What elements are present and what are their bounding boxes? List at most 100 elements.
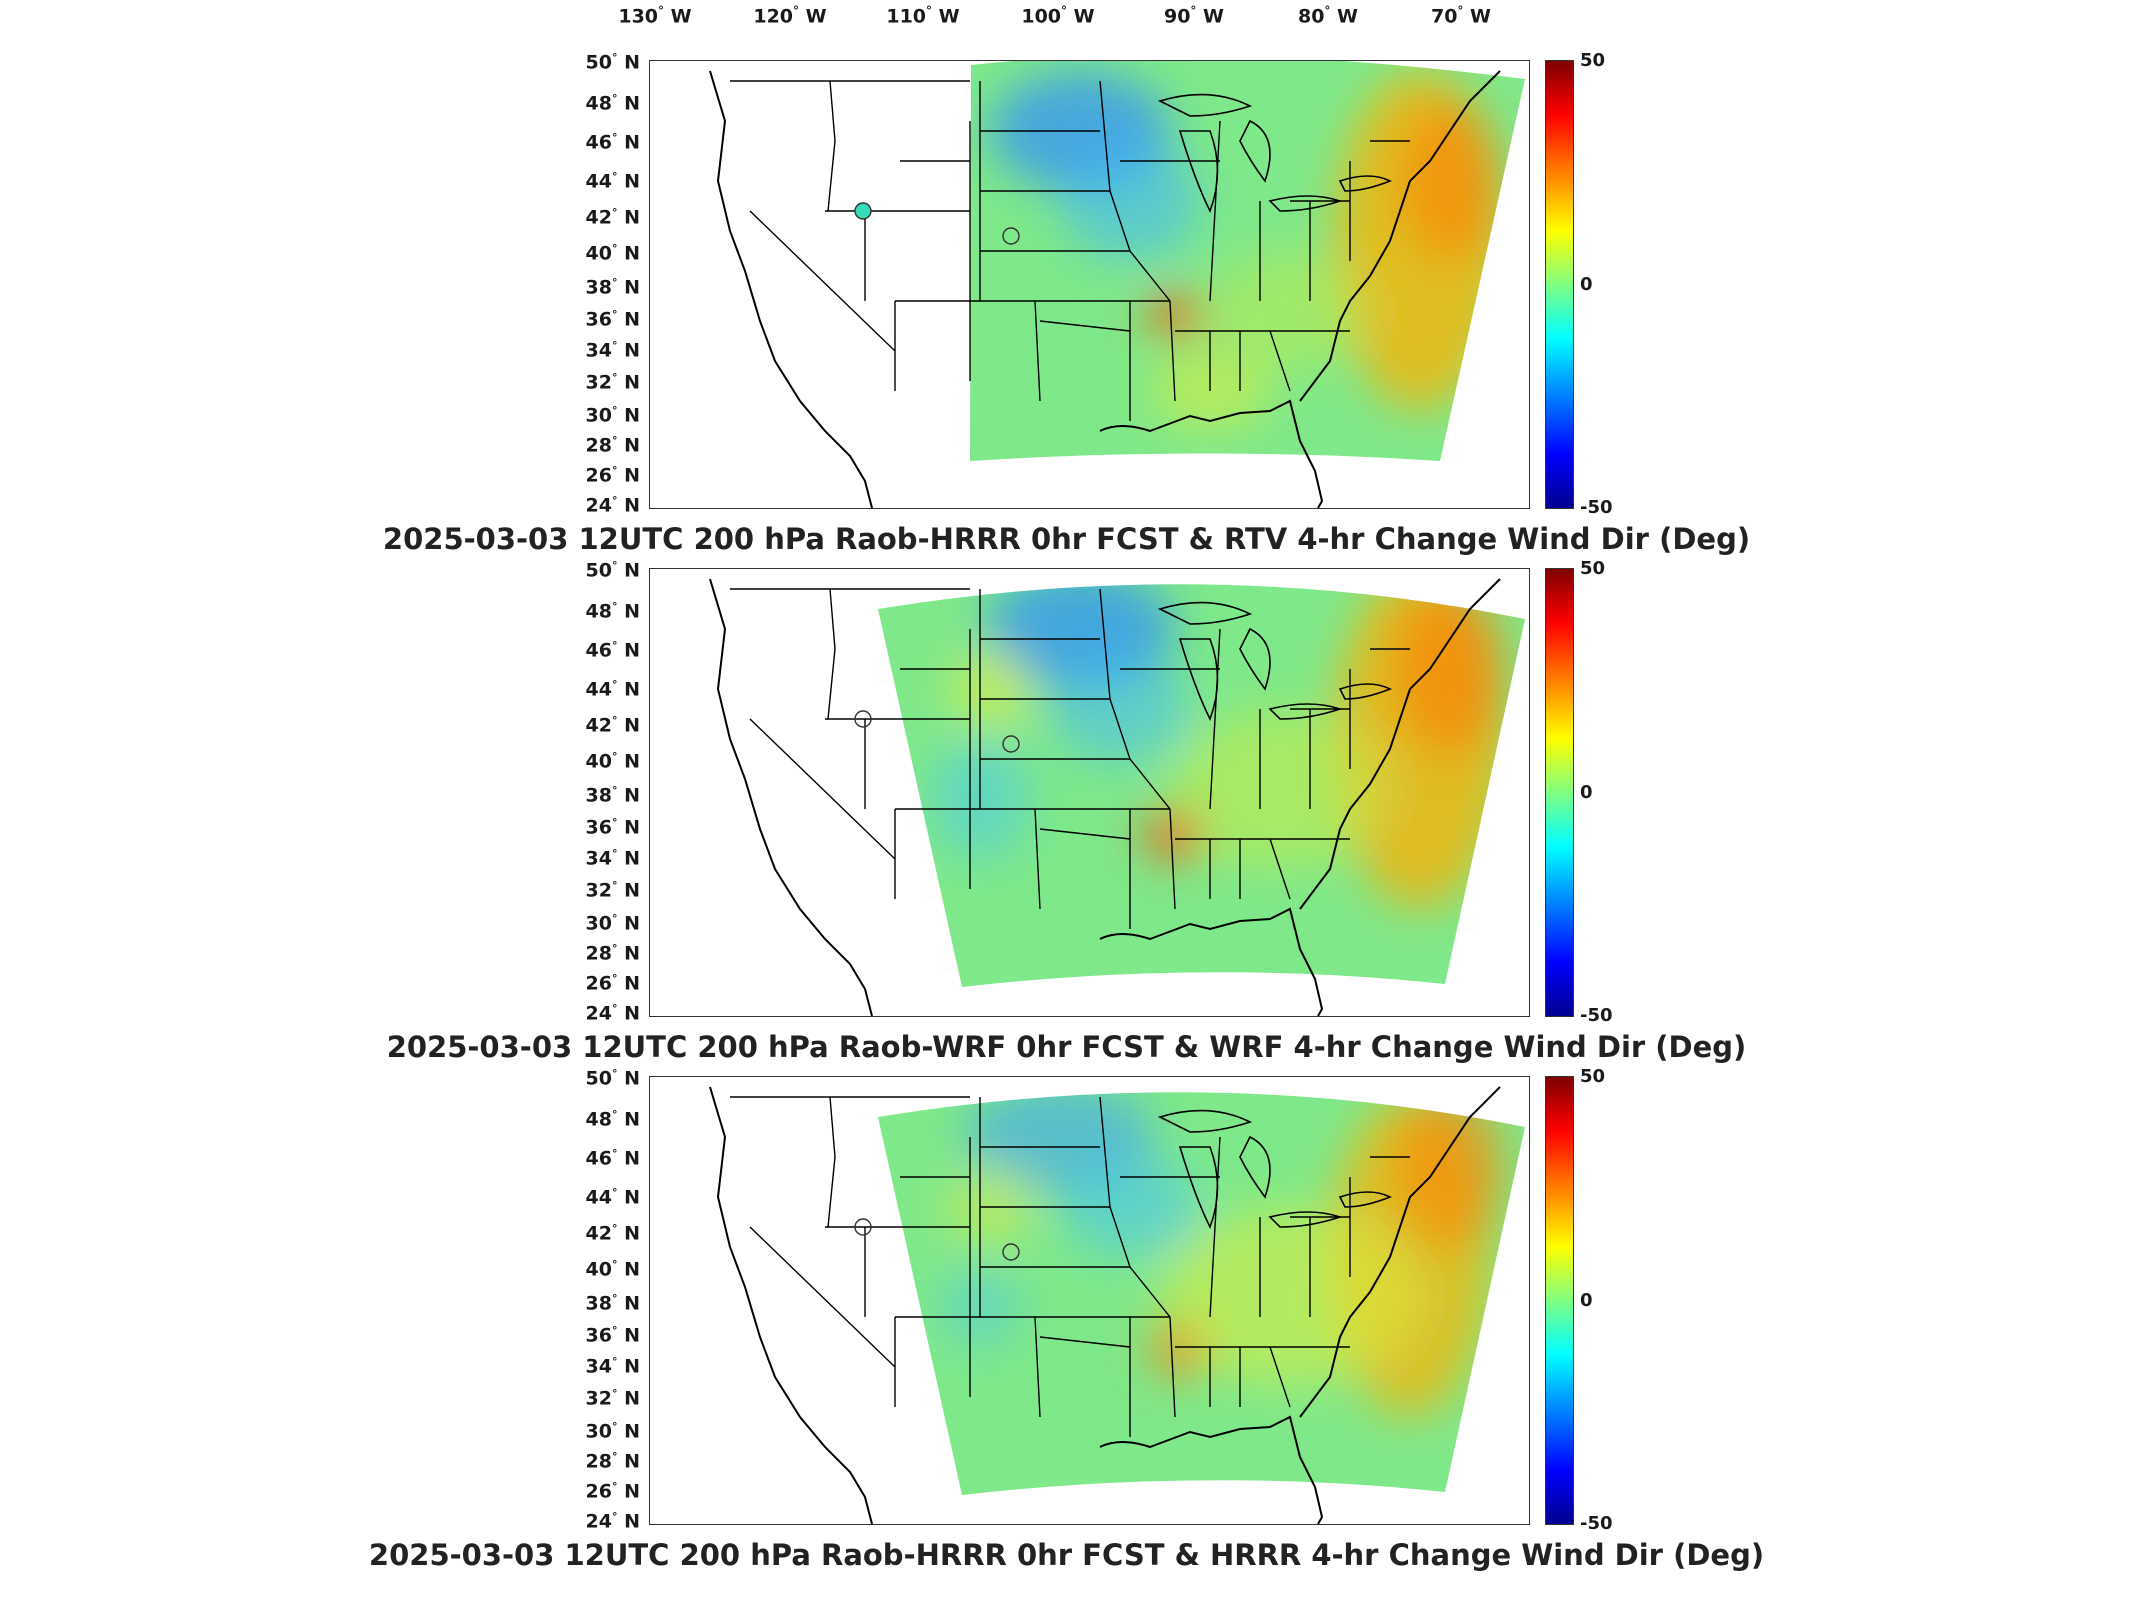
west-coastline bbox=[709, 70, 873, 508]
lat-label-34n: 34° N bbox=[585, 1355, 640, 1378]
lat-label-50n: 50° N bbox=[585, 1067, 640, 1090]
lat-label-36n: 36° N bbox=[585, 308, 640, 331]
colorbar-min: -50 bbox=[1580, 1513, 1613, 1534]
field-blob-2 bbox=[1050, 654, 1190, 764]
field-blob-5 bbox=[1147, 294, 1203, 338]
great-lakes bbox=[1157, 601, 1392, 721]
lat-label-48n: 48° N bbox=[585, 600, 640, 623]
lon-label-110w: 110° W bbox=[886, 4, 960, 28]
colorbar-mid: 0 bbox=[1580, 274, 1593, 295]
great-lakes bbox=[1157, 93, 1392, 213]
field-blob-4 bbox=[1395, 1092, 1505, 1247]
lon-label-80w: 80° W bbox=[1297, 4, 1359, 28]
lat-label-48n: 48° N bbox=[585, 1108, 640, 1131]
colorbar-mid: 0 bbox=[1580, 782, 1593, 803]
lat-label-44n: 44° N bbox=[585, 170, 640, 193]
map-canvas bbox=[709, 61, 1525, 508]
raob-marker-central bbox=[1002, 227, 1020, 245]
field-blob-8 bbox=[1170, 709, 1390, 869]
colorbar-min: -50 bbox=[1580, 497, 1613, 518]
raob-marker-central bbox=[1002, 735, 1020, 753]
colorbar bbox=[1545, 568, 1574, 1017]
map-canvas bbox=[709, 578, 1525, 1016]
map-frame bbox=[649, 60, 1530, 509]
lon-label-100w: 100° W bbox=[1021, 4, 1095, 28]
field-blob-7 bbox=[1210, 251, 1370, 371]
lat-label-42n: 42° N bbox=[585, 206, 640, 229]
lat-label-30n: 30° N bbox=[585, 1420, 640, 1443]
west-coastline bbox=[709, 578, 873, 1016]
colorbar-mid: 0 bbox=[1580, 1290, 1593, 1311]
field-blob-2 bbox=[1060, 1157, 1200, 1257]
lat-label-46n: 46° N bbox=[585, 639, 640, 662]
state-borders bbox=[730, 588, 1410, 929]
lat-label-38n: 38° N bbox=[585, 276, 640, 299]
colorbar bbox=[1545, 60, 1574, 509]
state-borders bbox=[730, 80, 1410, 421]
field-blob-6 bbox=[950, 649, 1030, 729]
lat-label-36n: 36° N bbox=[585, 816, 640, 839]
colorbar-max: 50 bbox=[1580, 1066, 1606, 1087]
lon-label-70w: 70° W bbox=[1430, 4, 1492, 28]
lat-label-28n: 28° N bbox=[585, 434, 640, 457]
lat-label-42n: 42° N bbox=[585, 714, 640, 737]
lat-label-26n: 26° N bbox=[585, 972, 640, 995]
lat-label-30n: 30° N bbox=[585, 912, 640, 935]
raob-marker-west bbox=[854, 710, 872, 728]
colorbar-max: 50 bbox=[1580, 50, 1606, 71]
lat-label-34n: 34° N bbox=[585, 847, 640, 870]
colorbar-max: 50 bbox=[1580, 558, 1606, 579]
lon-label-130w: 130° W bbox=[618, 4, 692, 28]
field-blob-4 bbox=[1400, 101, 1500, 261]
lat-label-24n: 24° N bbox=[585, 494, 640, 517]
lat-label-48n: 48° N bbox=[585, 92, 640, 115]
panel-title: 2025-03-03 12UTC 200 hPa Raob-HRRR 0hr F… bbox=[368, 1538, 1765, 1572]
field-blob-6 bbox=[1160, 1207, 1420, 1387]
map-frame bbox=[649, 1076, 1530, 1525]
west-coastline bbox=[709, 1086, 873, 1524]
lat-label-28n: 28° N bbox=[585, 1450, 640, 1473]
colorbar bbox=[1545, 1076, 1574, 1525]
lat-label-50n: 50° N bbox=[585, 559, 640, 582]
lat-label-36n: 36° N bbox=[585, 1324, 640, 1347]
raob-marker-west bbox=[854, 202, 872, 220]
lat-label-40n: 40° N bbox=[585, 750, 640, 773]
great-lakes bbox=[1157, 1109, 1392, 1229]
map-canvas bbox=[709, 1086, 1525, 1524]
map-frame bbox=[649, 568, 1530, 1017]
field-anomalies bbox=[940, 1092, 1505, 1417]
lat-label-26n: 26° N bbox=[585, 1480, 640, 1503]
lat-label-30n: 30° N bbox=[585, 404, 640, 427]
field-blob-2 bbox=[1060, 141, 1200, 261]
east-gulf-coastline bbox=[1099, 578, 1501, 1016]
lat-label-32n: 32° N bbox=[585, 371, 640, 394]
lon-label-120w: 120° W bbox=[753, 4, 827, 28]
east-gulf-coastline bbox=[1099, 70, 1501, 508]
panel-title: 2025-03-03 12UTC 200 hPa Raob-WRF 0hr FC… bbox=[386, 1030, 1747, 1064]
east-gulf-coastline bbox=[1099, 1086, 1501, 1524]
lat-label-50n: 50° N bbox=[585, 51, 640, 74]
colorbar-min: -50 bbox=[1580, 1005, 1613, 1026]
lat-label-26n: 26° N bbox=[585, 464, 640, 487]
lon-label-90w: 90° W bbox=[1163, 4, 1225, 28]
lat-label-24n: 24° N bbox=[585, 1510, 640, 1533]
state-borders bbox=[730, 1096, 1410, 1437]
lat-label-34n: 34° N bbox=[585, 339, 640, 362]
lat-label-32n: 32° N bbox=[585, 1387, 640, 1410]
raob-marker-west bbox=[854, 1218, 872, 1236]
lat-label-38n: 38° N bbox=[585, 784, 640, 807]
lat-label-38n: 38° N bbox=[585, 1292, 640, 1315]
lat-label-42n: 42° N bbox=[585, 1222, 640, 1245]
lat-label-24n: 24° N bbox=[585, 1002, 640, 1025]
lat-label-46n: 46° N bbox=[585, 1147, 640, 1170]
lat-label-40n: 40° N bbox=[585, 242, 640, 265]
panel-title: 2025-03-03 12UTC 200 hPa Raob-HRRR 0hr F… bbox=[382, 522, 1751, 556]
raob-marker-central bbox=[1002, 1243, 1020, 1261]
lat-label-46n: 46° N bbox=[585, 131, 640, 154]
lat-label-32n: 32° N bbox=[585, 879, 640, 902]
lat-label-40n: 40° N bbox=[585, 1258, 640, 1281]
lat-label-44n: 44° N bbox=[585, 678, 640, 701]
field-blob-4 bbox=[1395, 584, 1505, 754]
lat-label-28n: 28° N bbox=[585, 942, 640, 965]
lat-label-44n: 44° N bbox=[585, 1186, 640, 1209]
